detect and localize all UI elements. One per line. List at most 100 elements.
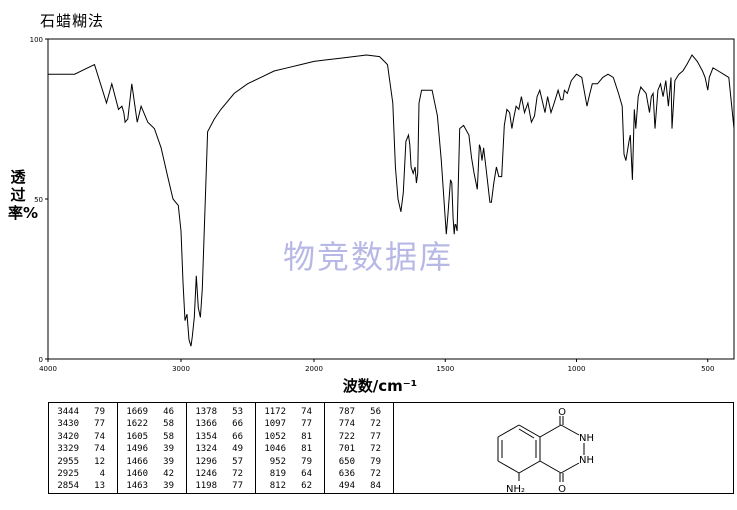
peak-transmittance: 58 — [163, 431, 174, 442]
peak-row: 2854 13 — [49, 480, 117, 492]
watermark: 物竞数据库 — [283, 238, 453, 276]
peak-wavenumber: 1460 — [126, 469, 148, 480]
peak-wavenumber: 701 — [338, 444, 355, 455]
x-tick-label: 4000 — [39, 365, 57, 373]
peak-row: 812 62 — [256, 480, 324, 492]
peak-transmittance: 66 — [232, 419, 243, 430]
peak-wavenumber: 1324 — [195, 444, 217, 455]
peak-transmittance: 81 — [301, 431, 312, 442]
structure-drawing: O NH NH O NH₂ — [497, 407, 594, 495]
peak-transmittance: 72 — [370, 444, 381, 455]
peak-wavenumber: 1097 — [264, 419, 286, 430]
peak-row: 3430 77 — [49, 418, 117, 430]
peak-wavenumber: 1246 — [195, 469, 217, 480]
x-tick-label: 1500 — [436, 365, 454, 373]
peak-table-column: 1172 74 1097 77 1052 81 1046 81 952 79 819 64 812 62 — [256, 403, 325, 493]
peak-transmittance: 77 — [94, 419, 105, 430]
peak-wavenumber: 1172 — [264, 407, 286, 417]
y-tick-label: 50 — [34, 196, 43, 204]
peak-table-column: 3444 79 3430 77 3420 74 3329 74 2955 12 2925 4 2854 1… — [49, 403, 118, 493]
peak-wavenumber: 1622 — [126, 419, 148, 430]
ir-spectrum-chart: 物竞数据库 0 50 100 4000 3000 2000 1500 1000 500 波数/… — [30, 36, 735, 395]
peak-table-column: 787 56 774 72 722 77 701 72 650 79 636 72 494 84 — [325, 403, 394, 493]
peak-transmittance: 79 — [94, 407, 105, 417]
x-tick-label: 3000 — [172, 365, 190, 373]
peak-row: 1354 66 — [187, 431, 255, 443]
peak-transmittance: 77 — [370, 431, 381, 442]
peak-transmittance: 12 — [94, 456, 105, 467]
peak-row: 1622 58 — [118, 418, 186, 430]
peak-transmittance: 79 — [301, 456, 312, 467]
peak-wavenumber: 812 — [269, 481, 286, 492]
peak-row: 1463 39 — [118, 480, 186, 492]
x-tick-label: 500 — [701, 365, 714, 373]
peak-transmittance: 42 — [163, 469, 174, 480]
peak-transmittance: 74 — [94, 444, 105, 455]
peak-wavenumber: 1052 — [264, 431, 286, 442]
peak-row: 952 79 — [256, 456, 324, 468]
peak-row: 1378 53 — [187, 406, 255, 418]
peak-wavenumber: 1605 — [126, 431, 148, 442]
peak-row: 1466 39 — [118, 456, 186, 468]
peak-wavenumber: 3444 — [57, 407, 79, 417]
peak-row: 1296 57 — [187, 456, 255, 468]
peak-transmittance: 74 — [301, 407, 312, 417]
peak-transmittance: 58 — [163, 419, 174, 430]
y-tick-label: 0 — [39, 356, 43, 364]
peak-row: 1246 72 — [187, 468, 255, 480]
peak-transmittance: 62 — [301, 481, 312, 492]
x-axis-label: 波数/cm⁻¹ — [343, 377, 418, 395]
peak-transmittance: 72 — [370, 469, 381, 480]
peak-wavenumber: 1366 — [195, 419, 217, 430]
peak-wavenumber: 774 — [338, 419, 355, 430]
x-tick-label: 1000 — [568, 365, 586, 373]
peak-wavenumber: 952 — [269, 456, 286, 467]
peak-wavenumber: 819 — [269, 469, 286, 480]
peak-wavenumber: 3329 — [57, 444, 79, 455]
peak-row: 1052 81 — [256, 431, 324, 443]
peak-row: 1496 39 — [118, 443, 186, 455]
peak-transmittance: 53 — [232, 407, 243, 417]
peak-row: 774 72 — [325, 418, 393, 430]
atom-label-o-top: O — [558, 407, 566, 418]
x-tick-label: 2000 — [305, 365, 323, 373]
peak-wavenumber: 1354 — [195, 431, 217, 442]
x-axis-ticks: 4000 3000 2000 1500 1000 500 — [39, 359, 714, 373]
peak-wavenumber: 1378 — [195, 407, 217, 417]
atom-label-nh-lower: NH — [579, 455, 594, 466]
peak-row: 650 79 — [325, 456, 393, 468]
peak-row: 819 64 — [256, 468, 324, 480]
peak-table-column: 1378 53 1366 66 1354 66 1324 49 1296 57 1246 72 1198… — [187, 403, 256, 493]
peak-transmittance: 46 — [163, 407, 174, 417]
peak-row: 494 84 — [325, 480, 393, 492]
atom-label-nh-upper: NH — [579, 433, 594, 444]
atom-label-nh2: NH₂ — [506, 484, 525, 493]
peak-transmittance: 49 — [232, 444, 243, 455]
peak-wavenumber: 787 — [338, 407, 355, 417]
peak-transmittance: 77 — [232, 481, 243, 492]
peak-row: 3420 74 — [49, 431, 117, 443]
peak-transmittance: 13 — [94, 481, 105, 492]
peak-wavenumber: 636 — [338, 469, 355, 480]
peak-wavenumber: 2854 — [57, 481, 79, 492]
peak-transmittance: 56 — [370, 407, 381, 417]
peak-row: 2925 4 — [49, 468, 117, 480]
peak-wavenumber: 1496 — [126, 444, 148, 455]
peak-wavenumber: 722 — [338, 431, 355, 442]
peak-wavenumber: 3430 — [57, 419, 79, 430]
peak-row: 1460 42 — [118, 468, 186, 480]
peak-row: 1669 46 — [118, 406, 186, 418]
peak-row: 2955 12 — [49, 456, 117, 468]
peak-transmittance: 4 — [99, 469, 105, 480]
peak-wavenumber: 494 — [338, 481, 355, 492]
peak-transmittance: 74 — [94, 431, 105, 442]
peak-wavenumber: 1046 — [264, 444, 286, 455]
peak-wavenumber: 650 — [338, 456, 355, 467]
peak-transmittance: 72 — [370, 419, 381, 430]
spectrum-title: 石蜡糊法 — [40, 12, 105, 30]
peak-wavenumber: 1466 — [126, 456, 148, 467]
peak-row: 787 56 — [325, 406, 393, 418]
spectrum-line — [48, 54, 735, 347]
peak-row: 1097 77 — [256, 418, 324, 430]
peak-row: 3329 74 — [49, 443, 117, 455]
